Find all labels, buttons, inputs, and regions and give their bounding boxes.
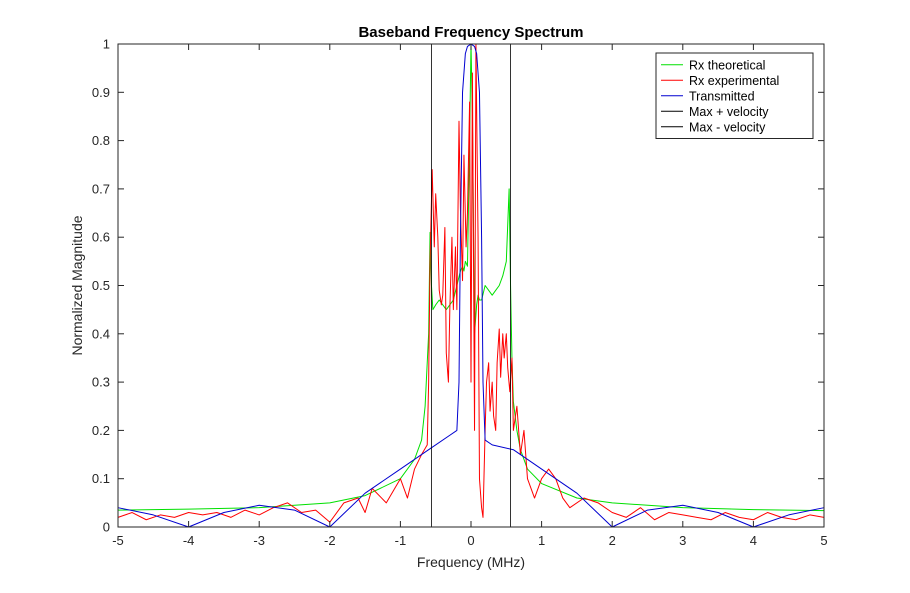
x-tick-label-1: -4 bbox=[183, 533, 195, 548]
x-axis-label: Frequency (MHz) bbox=[417, 554, 525, 570]
legend-label-0: Rx theoretical bbox=[689, 58, 765, 72]
legend: Rx theoretical Rx experimentalTransmitted… bbox=[655, 52, 814, 139]
x-tick-label-7: 2 bbox=[609, 533, 616, 548]
y-tick-label-3: 0.3 bbox=[92, 375, 110, 390]
x-tick-label-6: 1 bbox=[538, 533, 545, 548]
y-tick-label-5: 0.5 bbox=[92, 278, 110, 293]
tick-layer: -5 -4 -3 -2 -1 0 1 2 3 4 5 0 0.1 0.2 0.3 0.4 0.5 0.6 0.7 0.… bbox=[92, 37, 828, 549]
y-tick-label-6: 0.6 bbox=[92, 230, 110, 245]
x-tick-label-9: 4 bbox=[750, 533, 757, 548]
y-tick-label-7: 0.7 bbox=[92, 181, 110, 196]
y-tick-label-1: 0.1 bbox=[92, 471, 110, 486]
legend-label-1: Rx experimental bbox=[689, 74, 779, 88]
series-line-1 bbox=[117, 43, 825, 523]
x-tick-label-8: 3 bbox=[679, 533, 686, 548]
y-axis-label: Normalized Magnitude bbox=[69, 215, 85, 355]
y-tick-label-2: 0.2 bbox=[92, 423, 110, 438]
chart-title: Baseband Frequency Spectrum bbox=[358, 24, 583, 41]
x-tick-label-3: -2 bbox=[324, 533, 336, 548]
x-tick-label-10: 5 bbox=[820, 533, 827, 548]
y-tick-label-8: 0.8 bbox=[92, 133, 110, 148]
x-tick-label-5: 0 bbox=[467, 533, 474, 548]
legend-label-2: Transmitted bbox=[689, 89, 755, 103]
x-tick-label-0: -5 bbox=[112, 533, 124, 548]
y-tick-label-10: 1 bbox=[103, 37, 110, 52]
y-tick-label-0: 0 bbox=[103, 520, 110, 535]
legend-label-3: Max + velocity bbox=[689, 105, 769, 119]
legend-label-4: Max - velocity bbox=[689, 120, 766, 134]
y-tick-label-9: 0.9 bbox=[92, 85, 110, 100]
x-tick-label-2: -3 bbox=[253, 533, 265, 548]
y-tick-label-4: 0.4 bbox=[92, 326, 110, 341]
x-tick-label-4: -1 bbox=[395, 533, 407, 548]
